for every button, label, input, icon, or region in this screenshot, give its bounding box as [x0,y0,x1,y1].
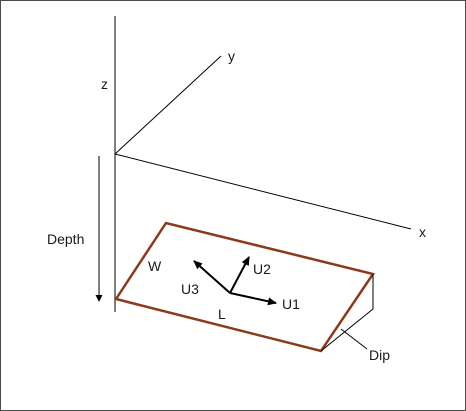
y-axis [114,55,222,155]
u1-arrow [229,292,277,306]
u3-label: U3 [181,281,199,297]
u2-arrow [229,256,250,294]
x-axis-label: x [419,224,426,240]
u2-label: U2 [253,261,271,277]
u1-label: U1 [282,296,300,312]
width-label: W [148,258,162,274]
z-axis-label: z [101,76,108,92]
dip-leader [340,328,368,350]
length-label: L [218,306,226,322]
y-axis-label: y [228,48,235,64]
x-axis [114,153,412,230]
fault-plane [113,221,376,353]
dip-label: Dip [369,347,390,363]
u3-arrow [193,260,231,294]
dip-base [320,308,374,352]
depth-label: Depth [47,231,84,247]
